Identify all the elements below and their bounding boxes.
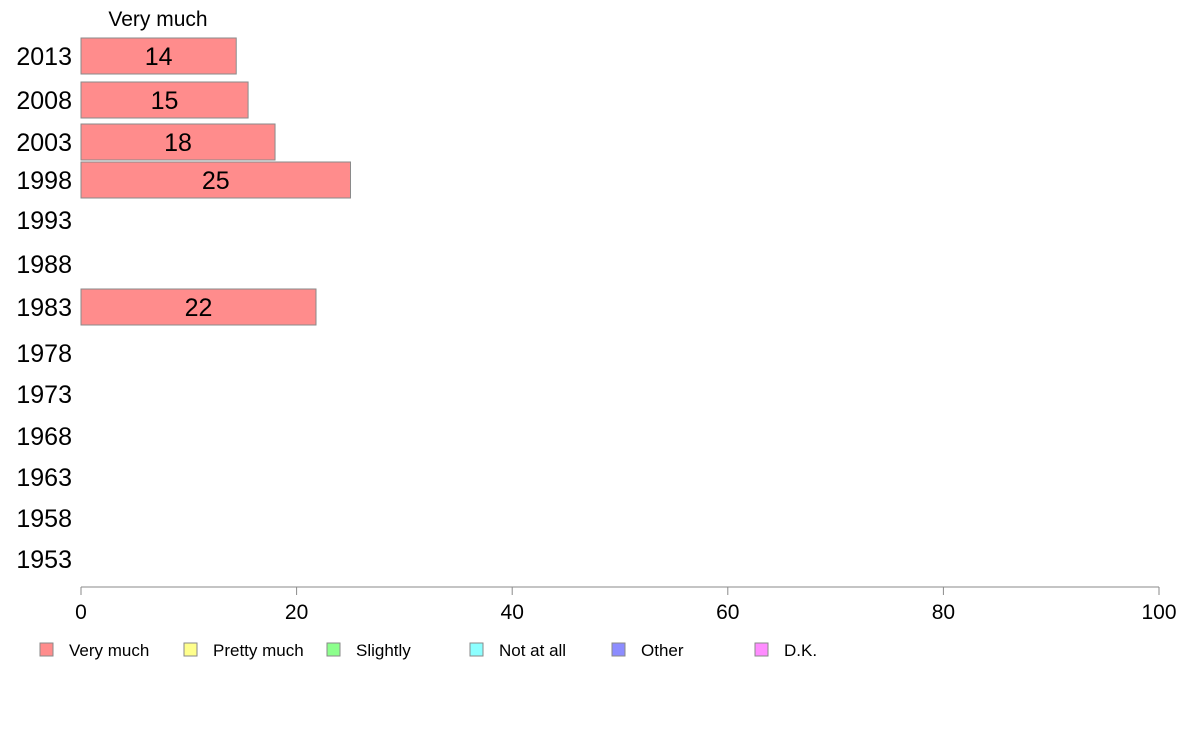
bars: 14 15 18 25 22 xyxy=(80,37,351,326)
bar-label-1983: 22 xyxy=(185,294,213,322)
bar-2003-very-much xyxy=(80,123,276,161)
category-label-1973: 1973 xyxy=(16,381,72,409)
legend-swatch-not-at-all xyxy=(469,642,484,657)
bar-label-2008: 15 xyxy=(151,87,179,115)
category-label-1958: 1958 xyxy=(16,505,72,533)
legend: Very much Pretty much Slightly Not at all Ot… xyxy=(39,641,817,660)
category-label-1968: 1968 xyxy=(16,423,72,451)
bar-1983-very-much xyxy=(80,288,317,326)
legend-swatch-other xyxy=(611,642,626,657)
legend-swatch-slightly xyxy=(326,642,341,657)
legend-label-very-much: Very much xyxy=(69,641,149,660)
category-label-1953: 1953 xyxy=(16,546,72,574)
category-label-1988: 1988 xyxy=(16,251,72,279)
bar-label-1998: 25 xyxy=(202,167,230,195)
category-label-1983: 1983 xyxy=(16,294,72,322)
legend-label-slightly: Slightly xyxy=(356,641,411,660)
category-labels: 2013 2008 2003 1998 1993 1988 1983 1978 1973 1968… xyxy=(16,43,72,574)
bar-2008-very-much xyxy=(80,81,249,119)
legend-swatch-pretty-much xyxy=(183,642,198,657)
x-tick-label-0: 0 xyxy=(75,601,87,624)
x-tick-label-100: 100 xyxy=(1141,601,1176,624)
x-tick-label-80: 80 xyxy=(932,601,955,624)
bar-label-2013: 14 xyxy=(145,43,173,71)
legend-swatch-very-much xyxy=(39,642,54,657)
legend-label-not-at-all: Not at all xyxy=(499,641,566,660)
x-axis: 0 20 40 60 80 100 xyxy=(75,586,1177,624)
legend-swatch-d-k xyxy=(754,642,769,657)
bar-2013-very-much xyxy=(80,37,237,75)
category-label-2008: 2008 xyxy=(16,87,72,115)
category-label-2003: 2003 xyxy=(16,129,72,157)
bar-1998-very-much xyxy=(80,161,351,199)
series-title: Very much xyxy=(108,8,207,31)
legend-label-pretty-much: Pretty much xyxy=(213,641,304,660)
legend-label-other: Other xyxy=(641,641,684,660)
x-tick-label-20: 20 xyxy=(285,601,308,624)
category-label-1993: 1993 xyxy=(16,207,72,235)
category-label-1998: 1998 xyxy=(16,167,72,195)
x-tick-label-60: 60 xyxy=(716,601,739,624)
category-label-2013: 2013 xyxy=(16,43,72,71)
category-label-1963: 1963 xyxy=(16,464,72,492)
x-tick-label-40: 40 xyxy=(501,601,524,624)
bar-label-2003: 18 xyxy=(164,129,192,157)
category-label-1978: 1978 xyxy=(16,340,72,368)
legend-label-d-k: D.K. xyxy=(784,641,817,660)
